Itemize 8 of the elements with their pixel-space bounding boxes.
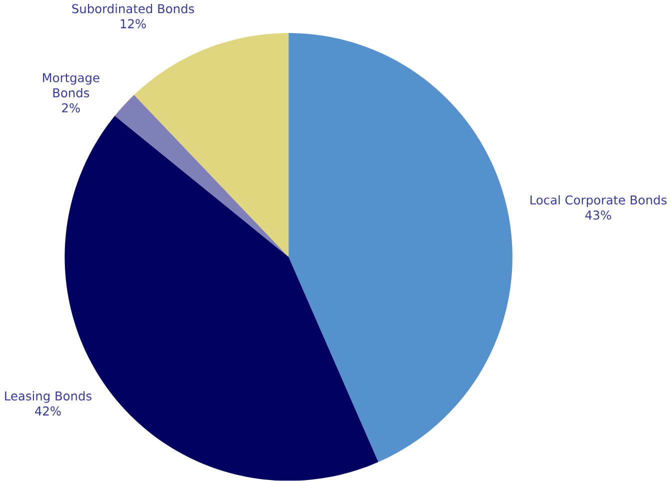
slice-label: Subordinated Bonds	[72, 4, 194, 14]
slice-label: Mortgage Bonds	[43, 73, 100, 98]
slice-label: Leasing Bonds	[5, 391, 92, 403]
slice-label: Local Corporate Bonds	[530, 195, 667, 208]
data-label: 43%	[585, 210, 612, 220]
data-label: 12%	[120, 19, 146, 28]
data-label: 42%	[35, 406, 61, 416]
data-label: 2%	[62, 103, 80, 113]
